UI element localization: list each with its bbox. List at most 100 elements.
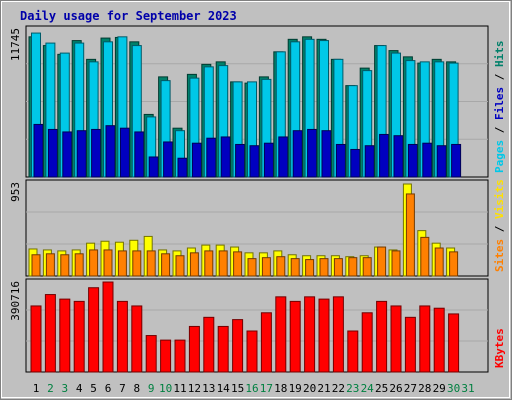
- legend-part: Files: [493, 87, 506, 120]
- bar-pages-day-21: [321, 130, 332, 178]
- bar-kbytes-day-3: [59, 298, 71, 373]
- bar-kbytes-day-13: [203, 316, 215, 373]
- x-tick-label-17: 17: [260, 382, 273, 395]
- bar-sites-day-3: [60, 254, 70, 277]
- bar-sites-day-12: [189, 252, 199, 277]
- bar-sites-day-1: [31, 254, 41, 277]
- bar-pages-day-22: [335, 143, 346, 178]
- legend-kbytes: KBytes: [493, 328, 506, 368]
- x-tick-label-2: 2: [47, 382, 54, 395]
- bar-sites-day-8: [132, 250, 142, 277]
- legend-part: /: [493, 67, 506, 87]
- y-max-label: 11745: [9, 28, 22, 61]
- bar-sites-day-11: [175, 255, 185, 277]
- legend-part: KBytes: [493, 328, 506, 368]
- bar-pages-day-7: [119, 127, 130, 178]
- bar-pages-day-24: [364, 145, 375, 178]
- bar-pages-day-19: [292, 130, 303, 178]
- x-tick-label-29: 29: [433, 382, 446, 395]
- x-tick-label-16: 16: [245, 382, 258, 395]
- x-tick-label-15: 15: [231, 382, 244, 395]
- bar-pages-day-23: [350, 148, 361, 178]
- x-tick-label-3: 3: [61, 382, 68, 395]
- bar-kbytes-day-24: [361, 312, 373, 373]
- bar-sites-day-5: [89, 249, 99, 277]
- x-tick-label-13: 13: [202, 382, 215, 395]
- legend-part: Pages: [493, 140, 506, 173]
- bar-kbytes-day-27: [404, 316, 416, 373]
- x-tick-label-14: 14: [217, 382, 231, 395]
- bar-kbytes-day-30: [448, 313, 460, 373]
- bar-sites-day-17: [261, 257, 271, 277]
- x-tick-label-30: 30: [447, 382, 460, 395]
- x-tick-label-20: 20: [303, 382, 316, 395]
- bar-kbytes-day-17: [260, 312, 272, 373]
- bar-kbytes-day-5: [88, 287, 100, 373]
- x-tick-label-12: 12: [188, 382, 201, 395]
- bar-kbytes-day-1: [30, 305, 42, 373]
- x-tick-label-22: 22: [332, 382, 345, 395]
- bar-pages-day-18: [278, 136, 289, 178]
- bar-pages-day-5: [91, 128, 102, 178]
- x-tick-label-7: 7: [119, 382, 126, 395]
- bar-kbytes-day-22: [332, 296, 344, 373]
- bar-sites-day-15: [233, 251, 243, 277]
- bar-kbytes-day-12: [188, 325, 200, 373]
- bar-sites-day-20: [305, 259, 315, 277]
- panel-hits-files-pages: 11745 Pages / Files / Hits: [9, 25, 506, 178]
- x-tick-label-31: 31: [461, 382, 474, 395]
- bar-kbytes-day-28: [419, 305, 431, 373]
- bar-sites-day-29: [434, 247, 444, 277]
- bar-sites-day-16: [247, 258, 257, 277]
- bar-sites-day-19: [290, 258, 300, 277]
- bar-kbytes-day-7: [116, 300, 128, 373]
- bar-pages-day-16: [249, 145, 260, 178]
- x-tick-label-11: 11: [173, 382, 186, 395]
- bar-sites-day-2: [45, 253, 55, 277]
- bar-sites-day-22: [333, 258, 343, 277]
- bar-kbytes-day-10: [160, 339, 172, 373]
- bar-sites-day-6: [103, 249, 113, 277]
- x-tick-label-6: 6: [105, 382, 112, 395]
- bar-kbytes-day-14: [217, 325, 229, 373]
- y-max-label: 953: [9, 182, 22, 202]
- bar-kbytes-day-21: [318, 298, 330, 373]
- bar-sites-day-13: [204, 250, 214, 277]
- bar-kbytes-day-25: [376, 300, 388, 373]
- chart-title: Daily usage for September 2023: [20, 9, 237, 23]
- bar-pages-day-27: [407, 143, 418, 178]
- x-tick-label-27: 27: [404, 382, 417, 395]
- bar-sites-day-28: [420, 236, 430, 277]
- legend-part: /: [493, 120, 506, 140]
- x-tick-label-18: 18: [274, 382, 287, 395]
- x-tick-label-1: 1: [33, 382, 40, 395]
- legend-hits-files-pages: Pages / Files / Hits: [493, 41, 506, 174]
- chart-panels: 11745 Pages / Files / Hits 953 Sites / Visi…: [9, 25, 506, 373]
- bar-kbytes-day-29: [433, 307, 445, 373]
- bar-kbytes-day-18: [275, 296, 287, 373]
- x-tick-label-4: 4: [76, 382, 83, 395]
- bar-pages-day-11: [177, 157, 188, 178]
- panel-kbytes: 390716 KBytes: [9, 278, 506, 373]
- legend-visits-sites: Sites / Visits: [493, 179, 506, 272]
- bar-sites-day-7: [117, 250, 127, 277]
- bar-sites-day-21: [319, 258, 329, 277]
- bar-kbytes-day-11: [174, 339, 186, 373]
- x-tick-label-9: 9: [148, 382, 155, 395]
- bar-kbytes-day-19: [289, 300, 301, 373]
- bar-pages-day-29: [436, 145, 447, 178]
- y-max-label: 390716: [9, 281, 22, 321]
- x-axis-labels: 1 2 3 4 5 6 7 8 9 10 11 12 13 14 15 16 17 18 19 20 21 22 23 24 2…: [33, 382, 475, 395]
- bar-sites-day-23: [348, 257, 358, 277]
- bar-kbytes-day-6: [102, 281, 114, 373]
- bar-sites-day-25: [377, 246, 387, 277]
- bar-pages-day-13: [206, 137, 217, 178]
- x-tick-label-26: 26: [389, 382, 402, 395]
- bar-kbytes-day-20: [304, 296, 316, 373]
- bar-sites-day-27: [405, 193, 415, 277]
- bar-sites-day-30: [449, 251, 459, 277]
- bar-pages-day-17: [263, 142, 274, 178]
- bar-sites-day-9: [146, 250, 156, 277]
- bar-sites-day-4: [74, 253, 84, 277]
- bar-sites-day-26: [391, 250, 401, 277]
